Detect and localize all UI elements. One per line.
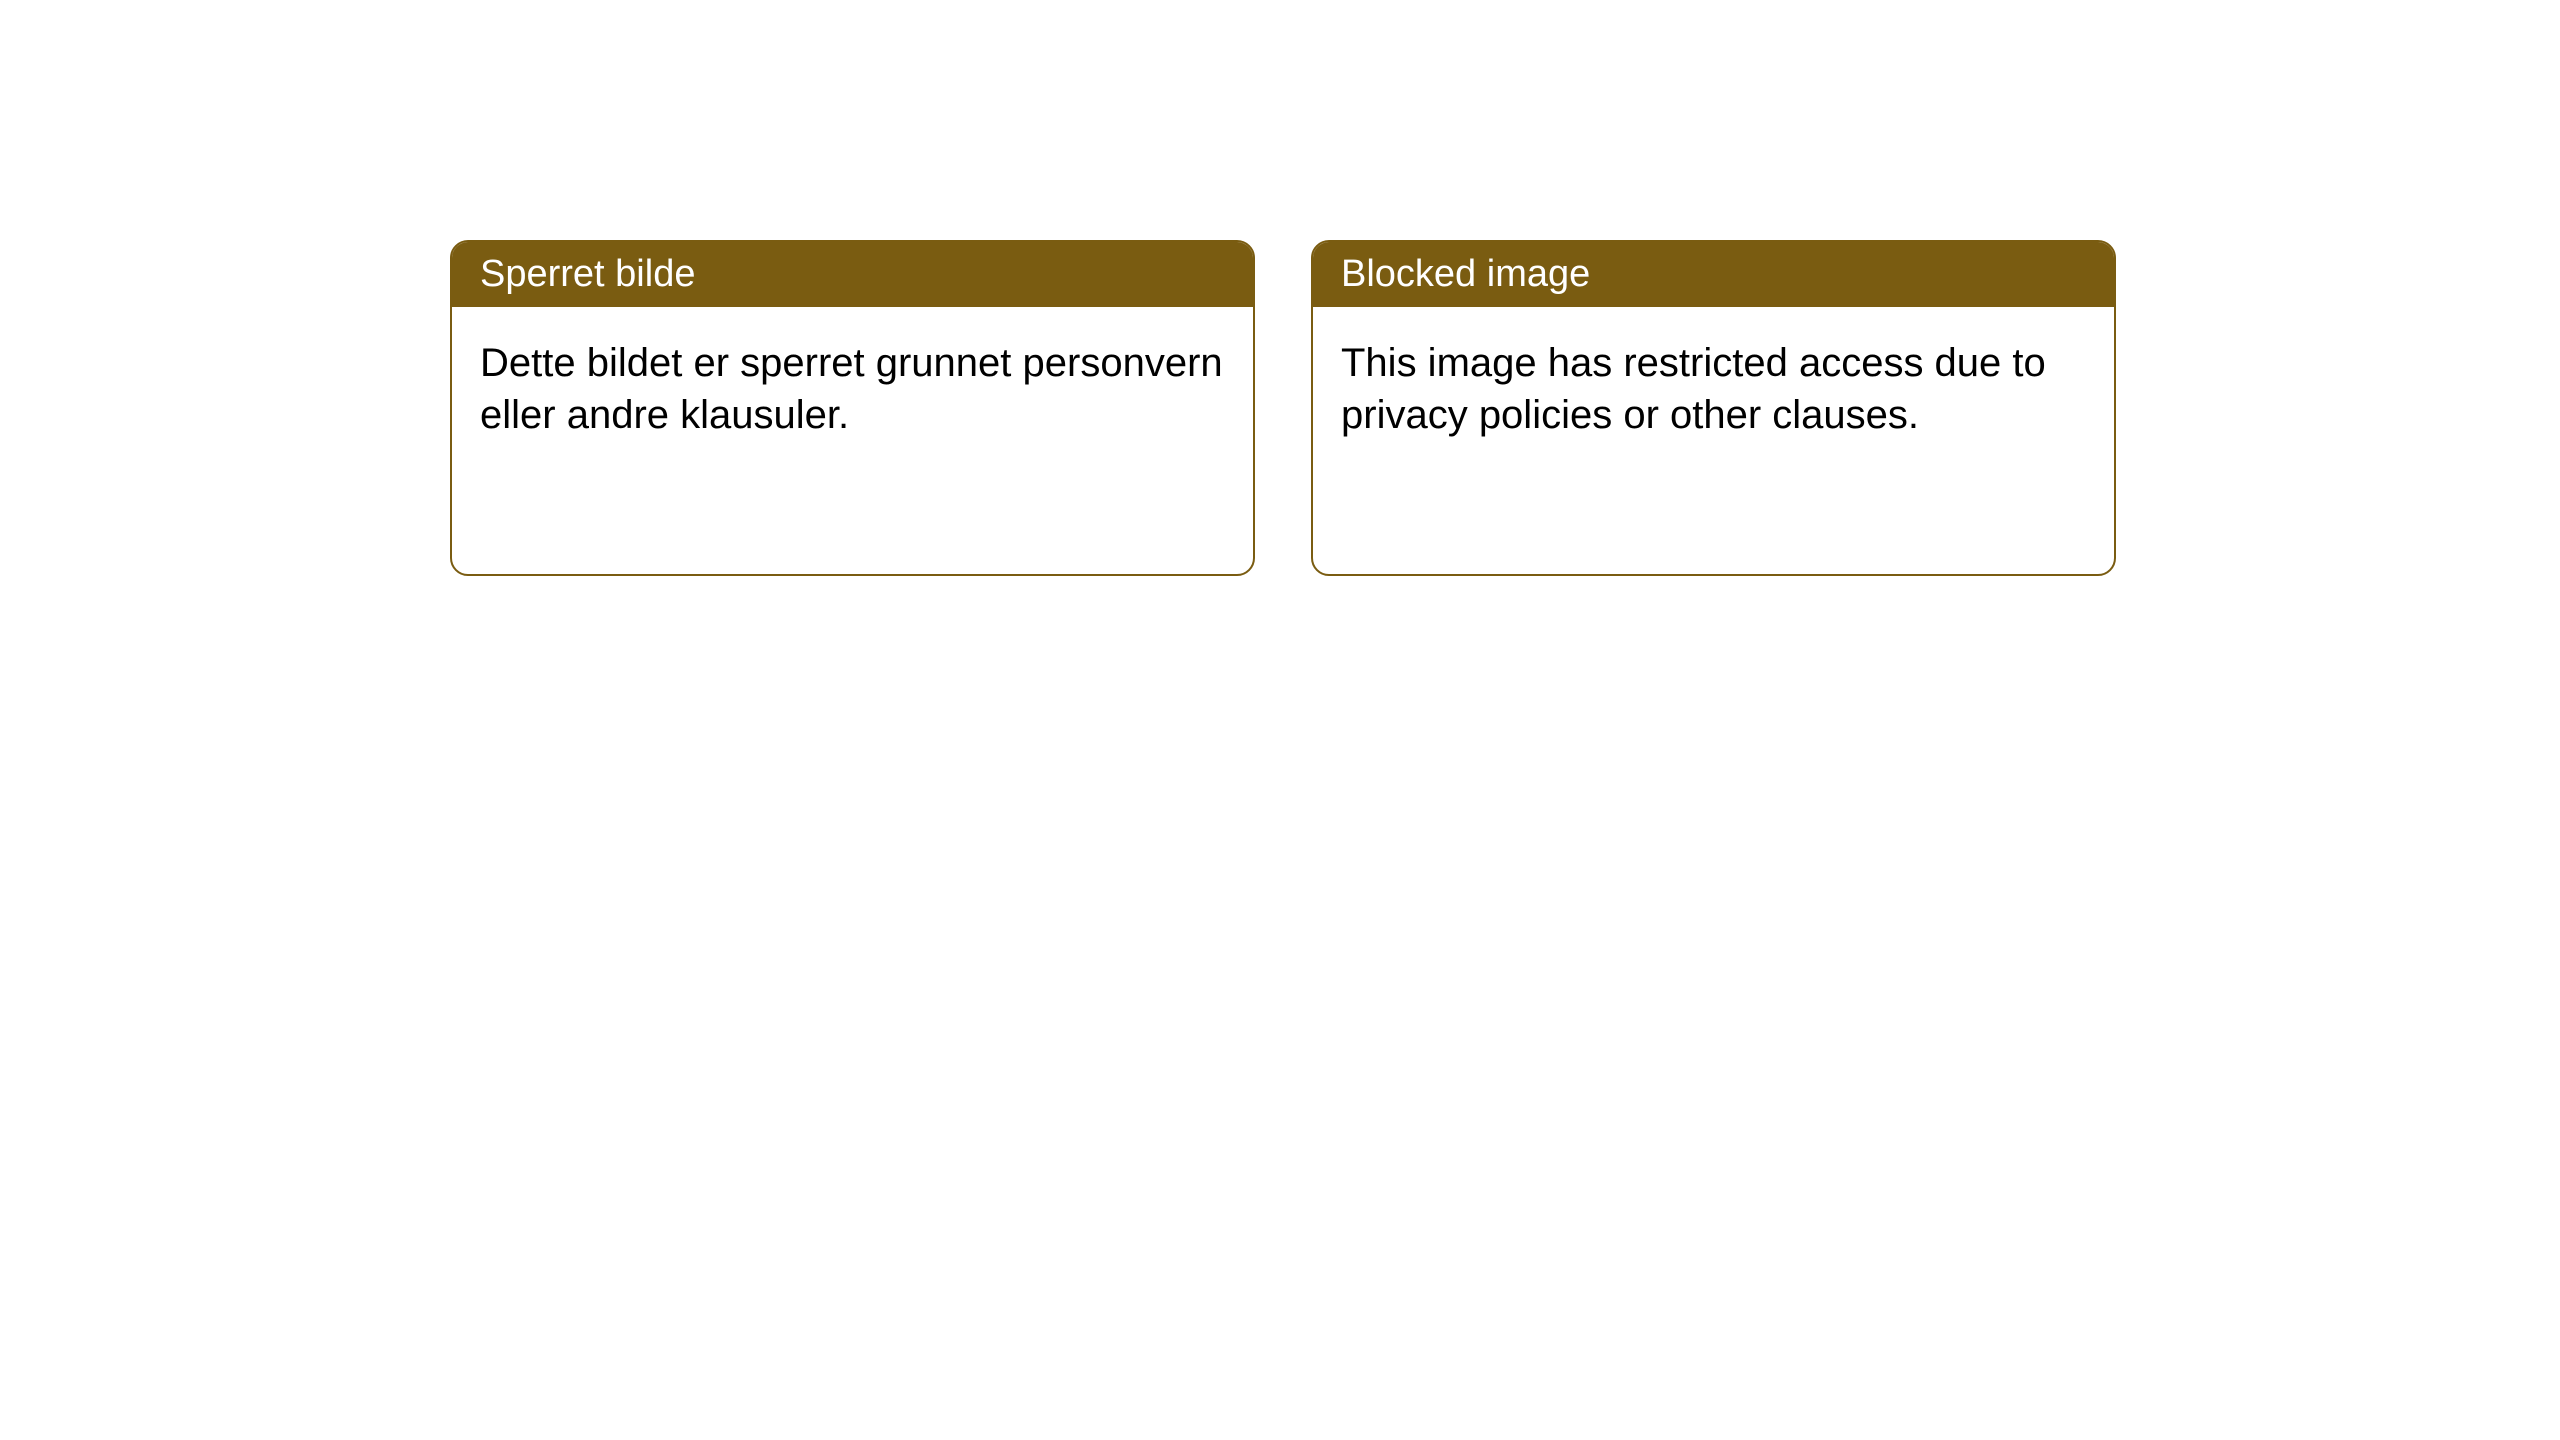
notice-card-norwegian: Sperret bilde Dette bildet er sperret gr… xyxy=(450,240,1255,576)
notice-header: Blocked image xyxy=(1313,242,2114,307)
notice-header: Sperret bilde xyxy=(452,242,1253,307)
notice-body: This image has restricted access due to … xyxy=(1313,307,2114,471)
notice-container: Sperret bilde Dette bildet er sperret gr… xyxy=(0,0,2560,576)
notice-body-text: Dette bildet er sperret grunnet personve… xyxy=(480,341,1223,437)
notice-title: Sperret bilde xyxy=(480,253,695,295)
notice-card-english: Blocked image This image has restricted … xyxy=(1311,240,2116,576)
notice-title: Blocked image xyxy=(1341,253,1590,295)
notice-body: Dette bildet er sperret grunnet personve… xyxy=(452,307,1253,471)
notice-body-text: This image has restricted access due to … xyxy=(1341,341,2046,437)
